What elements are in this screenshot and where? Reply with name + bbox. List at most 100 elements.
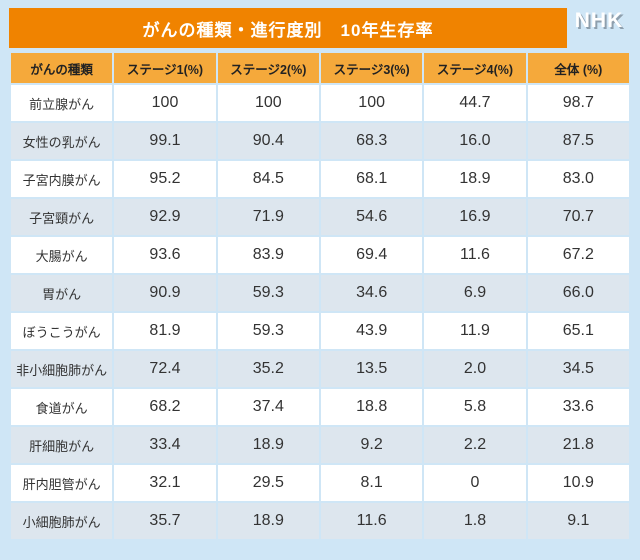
survival-value-cell: 35.7 xyxy=(114,503,216,539)
cancer-type-cell: 小細胞肺がん xyxy=(11,503,113,539)
table-row: 食道がん 68.2 37.4 18.8 5.8 33.6 xyxy=(11,389,629,425)
survival-value-cell: 18.9 xyxy=(217,427,319,463)
logo-box: NHK xyxy=(567,8,631,48)
title-bar: がんの種類・進行度別 10年生存率 xyxy=(9,8,567,48)
survival-value-cell: 98.7 xyxy=(527,85,629,121)
survival-value-cell: 8.1 xyxy=(320,465,423,501)
survival-value-cell: 35.2 xyxy=(217,351,319,387)
survival-value-cell: 18.8 xyxy=(320,389,423,425)
survival-value-cell: 100 xyxy=(217,85,319,121)
survival-value-cell: 95.2 xyxy=(114,161,216,197)
table-row: 女性の乳がん 99.1 90.4 68.3 16.0 87.5 xyxy=(11,123,629,159)
survival-value-cell: 29.5 xyxy=(217,465,319,501)
survival-value-cell: 2.0 xyxy=(424,351,526,387)
table-header: がんの種類 ステージ1(%) ステージ2(%) ステージ3(%) ステージ4(%) 全体 … xyxy=(11,53,629,83)
column-header: ステージ1(%) xyxy=(114,53,216,83)
survival-value-cell: 11.6 xyxy=(320,503,423,539)
cancer-type-cell: 前立腺がん xyxy=(11,85,113,121)
survival-value-cell: 0 xyxy=(424,465,526,501)
survival-rate-table: がんの種類 ステージ1(%) ステージ2(%) ステージ3(%) ステージ4(%) 全体 … xyxy=(9,51,631,541)
survival-value-cell: 59.3 xyxy=(217,275,319,311)
cancer-type-cell: 食道がん xyxy=(11,389,113,425)
survival-value-cell: 9.2 xyxy=(320,427,423,463)
cancer-type-cell: 肝細胞がん xyxy=(11,427,113,463)
cancer-type-cell: 子宮内膜がん xyxy=(11,161,113,197)
cancer-type-cell: 胃がん xyxy=(11,275,113,311)
table-row: 胃がん 90.9 59.3 34.6 6.9 66.0 xyxy=(11,275,629,311)
table-body: 前立腺がん 100 100 100 44.7 98.7 女性の乳がん 99.1 90.4 68.3… xyxy=(11,85,629,539)
survival-value-cell: 43.9 xyxy=(320,313,423,349)
table-row: ぼうこうがん 81.9 59.3 43.9 11.9 65.1 xyxy=(11,313,629,349)
survival-value-cell: 90.4 xyxy=(217,123,319,159)
table-row: 大腸がん 93.6 83.9 69.4 11.6 67.2 xyxy=(11,237,629,273)
survival-value-cell: 44.7 xyxy=(424,85,526,121)
survival-value-cell: 16.0 xyxy=(424,123,526,159)
nhk-logo: NHK xyxy=(574,9,624,32)
survival-value-cell: 9.1 xyxy=(527,503,629,539)
survival-value-cell: 16.9 xyxy=(424,199,526,235)
survival-value-cell: 59.3 xyxy=(217,313,319,349)
survival-value-cell: 54.6 xyxy=(320,199,423,235)
survival-value-cell: 2.2 xyxy=(424,427,526,463)
cancer-type-cell: 子宮頸がん xyxy=(11,199,113,235)
table-row: 非小細胞肺がん 72.4 35.2 13.5 2.0 34.5 xyxy=(11,351,629,387)
column-header: ステージ2(%) xyxy=(217,53,319,83)
survival-value-cell: 65.1 xyxy=(527,313,629,349)
survival-value-cell: 32.1 xyxy=(114,465,216,501)
survival-value-cell: 21.8 xyxy=(527,427,629,463)
survival-value-cell: 68.3 xyxy=(320,123,423,159)
survival-value-cell: 93.6 xyxy=(114,237,216,273)
header-row: がんの種類 ステージ1(%) ステージ2(%) ステージ3(%) ステージ4(%) 全体 … xyxy=(11,53,629,83)
cancer-type-cell: 女性の乳がん xyxy=(11,123,113,159)
table-row: 肝内胆管がん 32.1 29.5 8.1 0 10.9 xyxy=(11,465,629,501)
survival-value-cell: 18.9 xyxy=(424,161,526,197)
survival-value-cell: 67.2 xyxy=(527,237,629,273)
survival-value-cell: 87.5 xyxy=(527,123,629,159)
survival-value-cell: 81.9 xyxy=(114,313,216,349)
column-header: 全体 (%) xyxy=(527,53,629,83)
table-row: 前立腺がん 100 100 100 44.7 98.7 xyxy=(11,85,629,121)
survival-value-cell: 37.4 xyxy=(217,389,319,425)
survival-value-cell: 70.7 xyxy=(527,199,629,235)
top-bar: がんの種類・進行度別 10年生存率 NHK xyxy=(9,8,631,48)
survival-value-cell: 10.9 xyxy=(527,465,629,501)
survival-value-cell: 69.4 xyxy=(320,237,423,273)
table-row: 子宮内膜がん 95.2 84.5 68.1 18.9 83.0 xyxy=(11,161,629,197)
column-header: がんの種類 xyxy=(11,53,113,83)
survival-value-cell: 5.8 xyxy=(424,389,526,425)
survival-value-cell: 34.5 xyxy=(527,351,629,387)
survival-value-cell: 1.8 xyxy=(424,503,526,539)
survival-value-cell: 68.2 xyxy=(114,389,216,425)
cancer-type-cell: ぼうこうがん xyxy=(11,313,113,349)
survival-value-cell: 72.4 xyxy=(114,351,216,387)
survival-value-cell: 66.0 xyxy=(527,275,629,311)
survival-value-cell: 99.1 xyxy=(114,123,216,159)
survival-value-cell: 83.0 xyxy=(527,161,629,197)
survival-value-cell: 90.9 xyxy=(114,275,216,311)
survival-value-cell: 11.9 xyxy=(424,313,526,349)
survival-value-cell: 33.6 xyxy=(527,389,629,425)
survival-value-cell: 71.9 xyxy=(217,199,319,235)
survival-value-cell: 33.4 xyxy=(114,427,216,463)
table-row: 小細胞肺がん 35.7 18.9 11.6 1.8 9.1 xyxy=(11,503,629,539)
column-header: ステージ4(%) xyxy=(424,53,526,83)
cancer-type-cell: 非小細胞肺がん xyxy=(11,351,113,387)
survival-value-cell: 100 xyxy=(320,85,423,121)
survival-value-cell: 84.5 xyxy=(217,161,319,197)
survival-value-cell: 34.6 xyxy=(320,275,423,311)
table-row: 肝細胞がん 33.4 18.9 9.2 2.2 21.8 xyxy=(11,427,629,463)
column-header: ステージ3(%) xyxy=(320,53,423,83)
cancer-type-cell: 大腸がん xyxy=(11,237,113,273)
survival-value-cell: 92.9 xyxy=(114,199,216,235)
survival-value-cell: 11.6 xyxy=(424,237,526,273)
survival-value-cell: 13.5 xyxy=(320,351,423,387)
table-row: 子宮頸がん 92.9 71.9 54.6 16.9 70.7 xyxy=(11,199,629,235)
survival-value-cell: 100 xyxy=(114,85,216,121)
survival-value-cell: 83.9 xyxy=(217,237,319,273)
survival-value-cell: 18.9 xyxy=(217,503,319,539)
page-title: がんの種類・進行度別 10年生存率 xyxy=(142,20,434,40)
cancer-type-cell: 肝内胆管がん xyxy=(11,465,113,501)
survival-value-cell: 6.9 xyxy=(424,275,526,311)
survival-value-cell: 68.1 xyxy=(320,161,423,197)
